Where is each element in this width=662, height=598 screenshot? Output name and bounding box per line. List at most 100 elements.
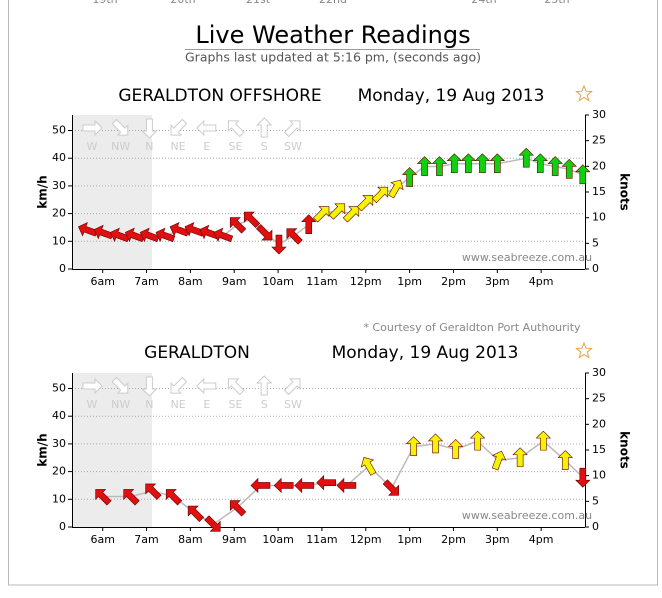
direction-key-label: E <box>203 140 210 153</box>
y2-tick-label: 25 <box>592 392 606 405</box>
x-tick-label: 12pm <box>350 533 382 546</box>
x-tick-label: 8am <box>178 275 202 288</box>
night-shade <box>72 373 152 527</box>
wind-arrow <box>575 164 591 185</box>
direction-key-label: S <box>261 140 268 153</box>
date-tab: 19th <box>92 0 117 6</box>
y-tick-label: 0 <box>59 520 66 533</box>
y-tick-label: 10 <box>52 492 66 505</box>
y-tick-label: 40 <box>52 151 66 164</box>
direction-key-label: N <box>145 140 153 153</box>
x-tick-label: 1pm <box>397 533 422 546</box>
favourite-star[interactable] <box>575 341 593 359</box>
date-tab: 20th <box>170 0 195 6</box>
wind-arrow <box>447 439 464 459</box>
y2-tick-label: 30 <box>592 366 606 379</box>
x-tick-label: 6am <box>90 533 114 546</box>
y2-tick-label: 30 <box>592 108 606 121</box>
wind-arrow <box>271 234 287 255</box>
wind-arrow <box>491 450 507 471</box>
wind-arrow <box>416 156 433 176</box>
y2-axis-label: knots <box>618 431 632 469</box>
x-tick-label: 1pm <box>397 275 422 288</box>
direction-key-label: W <box>87 398 98 411</box>
wind-line <box>87 157 584 245</box>
y2-tick-label: 5 <box>592 236 599 249</box>
wind-arrow <box>460 153 477 174</box>
date-tab: 24th <box>471 0 496 6</box>
direction-key-label: W <box>87 140 98 153</box>
x-tick-label: 10am <box>262 533 293 546</box>
wind-arrow <box>405 436 422 456</box>
y-tick-label: 0 <box>59 262 66 275</box>
watermark: www.seabreeze.com.au <box>462 251 592 264</box>
date-tab: 22nd <box>319 0 347 6</box>
x-tick-label: 3pm <box>485 533 510 546</box>
y-tick-label: 40 <box>52 409 66 422</box>
direction-key-arrow <box>170 376 188 394</box>
direction-key-label: SE <box>229 140 243 153</box>
direction-key-arrow <box>111 118 129 136</box>
y-tick-label: 20 <box>52 465 66 478</box>
y2-tick-label: 10 <box>592 211 606 224</box>
direction-key-arrow <box>170 118 188 136</box>
x-tick-label: 7am <box>134 275 158 288</box>
x-tick-label: 11am <box>306 533 337 546</box>
direction-key-label: S <box>261 398 268 411</box>
courtesy-note: * Courtesy of Geraldton Port Authourity <box>363 321 581 334</box>
wind-arrow <box>575 467 591 488</box>
y2-tick-label: 25 <box>592 134 606 147</box>
y2-tick-label: 20 <box>592 159 606 172</box>
direction-key-arrow <box>283 378 301 396</box>
wind-arrow <box>155 227 176 243</box>
wind-arrow <box>547 156 563 176</box>
x-tick-label: 2pm <box>441 533 466 546</box>
direction-key-label: E <box>203 398 210 411</box>
wind-arrow <box>474 153 491 174</box>
y2-tick-label: 0 <box>592 262 599 275</box>
favourite-star[interactable] <box>575 84 593 102</box>
direction-key-label: SW <box>284 398 302 411</box>
direction-key-arrow <box>255 117 273 138</box>
direction-key-arrow <box>196 119 217 137</box>
wind-arrow <box>294 477 315 494</box>
wind-arrow <box>532 153 549 174</box>
wind-arrow <box>229 217 247 234</box>
wind-arrow <box>313 206 330 223</box>
wind-arrow <box>286 228 303 245</box>
wind-arrow <box>123 489 140 506</box>
wind-arrow <box>518 147 534 168</box>
date-tab: 25th <box>544 0 569 6</box>
y2-tick-label: 20 <box>592 417 606 430</box>
x-tick-label: 7am <box>134 533 158 546</box>
date-tab: 21st <box>246 0 271 6</box>
wind-arrow <box>243 211 261 229</box>
y-axis-label: km/h <box>36 433 50 466</box>
wind-arrow <box>388 179 404 199</box>
y2-axis-label: knots <box>618 173 632 211</box>
wind-arrow <box>316 474 337 491</box>
station-title: GERALDTON OFFSHORE <box>118 86 321 106</box>
wind-arrow <box>273 477 294 494</box>
y-tick-label: 30 <box>52 437 66 450</box>
wind-arrow <box>187 505 205 523</box>
x-tick-label: 6am <box>90 275 114 288</box>
x-tick-label: 2pm <box>441 275 466 288</box>
wind-arrow <box>360 457 377 476</box>
wind-arrow <box>213 227 234 243</box>
wind-arrow <box>145 483 162 500</box>
wind-arrow <box>336 477 357 494</box>
wind-arrow <box>489 153 506 174</box>
direction-key-arrow <box>283 120 301 138</box>
y2-tick-label: 10 <box>592 469 606 482</box>
subtitle: Graphs last updated at 5:16 pm, (seconds… <box>185 50 481 65</box>
x-tick-label: 11am <box>306 275 337 288</box>
wind-arrow <box>535 430 552 451</box>
station-title: GERALDTON <box>144 343 250 363</box>
wind-arrow <box>204 515 221 532</box>
x-tick-label: 9am <box>222 275 246 288</box>
direction-key-arrow <box>255 375 273 396</box>
direction-key-arrow <box>82 377 103 395</box>
night-shade <box>72 115 152 269</box>
